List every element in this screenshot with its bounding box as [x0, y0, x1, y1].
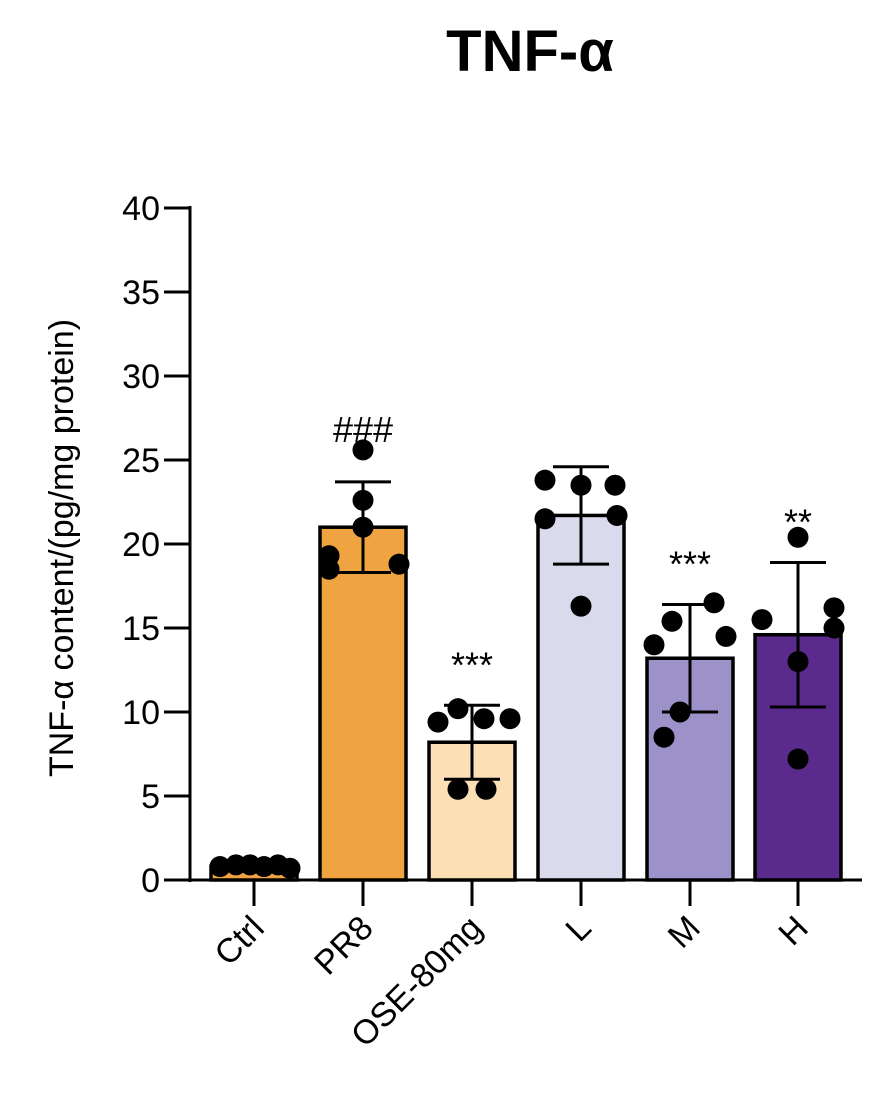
data-point — [534, 508, 556, 530]
y-tick-label: 10 — [122, 694, 160, 732]
x-tick-label: Ctrl — [207, 909, 271, 973]
y-tick-label: 30 — [122, 358, 160, 396]
significance-annotation: ### — [333, 409, 393, 450]
data-point — [787, 748, 809, 770]
significance-annotation: *** — [451, 644, 493, 685]
data-point — [643, 634, 665, 656]
bar-l — [536, 513, 626, 882]
data-point — [352, 439, 374, 461]
data-point — [604, 474, 626, 496]
data-point — [473, 708, 495, 730]
data-point — [534, 469, 556, 491]
chart-title: TNF-α — [446, 19, 614, 84]
y-tick-label: 5 — [141, 778, 160, 816]
significance-annotations-layer: ###******** — [333, 409, 812, 685]
data-point — [447, 778, 469, 800]
bar-pr8 — [318, 525, 408, 882]
x-tick-label: PR8 — [307, 909, 381, 983]
data-point — [570, 595, 592, 617]
data-point — [209, 856, 231, 878]
data-point — [606, 504, 628, 526]
data-point — [787, 651, 809, 673]
data-point — [661, 610, 683, 632]
error-bars-layer — [226, 465, 826, 870]
y-tick-label: 35 — [122, 274, 160, 312]
data-point — [352, 489, 374, 511]
x-tick-label: M — [661, 909, 708, 956]
data-point — [669, 701, 691, 723]
y-tick-label: 15 — [122, 610, 160, 648]
data-point — [823, 597, 845, 619]
data-point — [279, 857, 301, 879]
significance-annotation: ** — [784, 501, 812, 542]
significance-annotation: *** — [669, 543, 711, 584]
error-bar — [770, 560, 826, 709]
data-point — [427, 711, 449, 733]
data-point — [318, 558, 340, 580]
data-point — [499, 708, 521, 730]
bars-layer — [209, 513, 843, 882]
y-tick-label: 20 — [122, 526, 160, 564]
y-tick-label: 25 — [122, 442, 160, 480]
data-point — [653, 726, 675, 748]
y-tick-label: 0 — [141, 862, 160, 900]
data-point — [570, 474, 592, 496]
data-point — [715, 625, 737, 647]
y-tick-label: 40 — [122, 190, 160, 228]
data-point — [447, 698, 469, 720]
data-point — [823, 617, 845, 639]
data-point — [388, 553, 410, 575]
data-point — [787, 526, 809, 548]
data-point — [352, 516, 374, 538]
data-point — [751, 609, 773, 631]
x-tick-label: L — [558, 909, 598, 949]
data-point — [475, 778, 497, 800]
y-axis-label: TNF-α content/(pg/mg protein) — [43, 319, 81, 777]
x-tick-label: H — [771, 909, 815, 953]
data-point — [703, 592, 725, 614]
data-points-layer — [209, 439, 845, 879]
